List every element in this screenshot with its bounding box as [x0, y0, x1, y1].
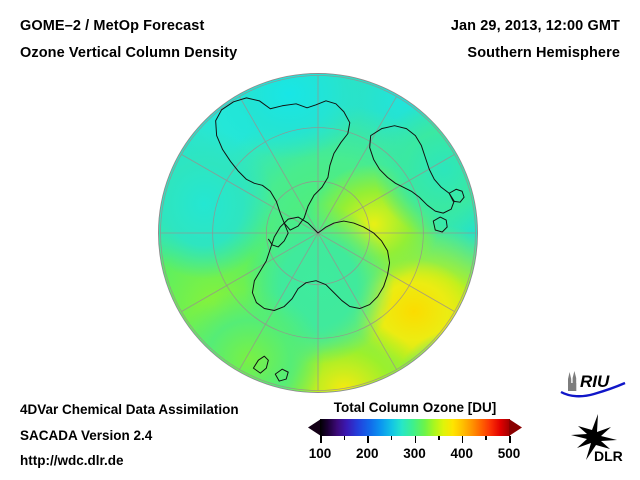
colorbar-minor-tick — [390, 436, 393, 440]
map-overlay — [160, 75, 476, 391]
colorbar-minor-tick — [343, 436, 346, 440]
colorbar-tick-label: 200 — [355, 446, 379, 461]
colorbar-over-arrow — [509, 419, 522, 436]
dlr-pinwheel-icon — [571, 414, 617, 460]
ozone-map-globe — [158, 73, 478, 393]
colorbar-major-tick — [367, 436, 369, 443]
field-patch — [374, 99, 477, 239]
dlr-wordmark: DLR — [594, 448, 623, 464]
colorbar-tick-label: 500 — [497, 446, 521, 461]
riu-logo: RIU — [560, 371, 626, 398]
colorbar-gradient — [320, 419, 510, 436]
method-label: 4DVar Chemical Data Assimilation — [20, 402, 239, 417]
colorbar-tick-label: 400 — [450, 446, 474, 461]
product-title: Ozone Vertical Column Density — [20, 45, 238, 61]
version-label: SACADA Version 2.4 — [20, 428, 153, 443]
colorbar-title: Total Column Ozone [DU] — [333, 400, 497, 415]
cathedral-spires-icon — [568, 371, 577, 391]
datetime-label: Jan 29, 2013, 12:00 GMT — [450, 18, 620, 34]
colorbar-major-tick — [461, 436, 464, 443]
colorbar-minor-tick — [485, 436, 487, 440]
wave-icon — [560, 381, 626, 398]
colorbar-major-tick — [320, 436, 322, 443]
coastlines — [215, 97, 465, 382]
colorbar-major-tick — [509, 436, 511, 443]
colorbar-major-tick — [414, 436, 416, 443]
wdc-url[interactable]: http://wdc.dlr.de — [20, 453, 124, 468]
globe-disc — [158, 73, 478, 393]
dlr-logo: DLR — [571, 414, 623, 464]
instrument-title: GOME–2 / MetOp Forecast — [20, 18, 205, 34]
colorbar — [308, 419, 522, 436]
region-label: Southern Hemisphere — [467, 45, 620, 61]
colorbar-minor-tick — [438, 436, 440, 440]
colorbar-tick-label: 300 — [403, 446, 426, 461]
riu-wordmark: RIU — [580, 372, 610, 391]
colorbar-tick-label: 100 — [308, 446, 332, 461]
